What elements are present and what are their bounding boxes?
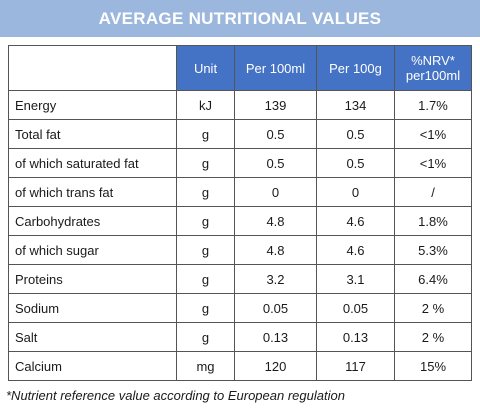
value-per-100g: 117 — [316, 351, 395, 381]
value-per-100g: 0.5 — [316, 148, 395, 178]
value-per-100ml: 139 — [234, 90, 317, 120]
nutrient-unit: g — [176, 119, 235, 149]
header-nrv: %NRV* per100ml — [394, 45, 472, 91]
nutrient-name: Proteins — [8, 264, 177, 294]
table-row: Sodium g 0.05 0.05 2 % — [8, 293, 472, 323]
table-row: of which saturated fat g 0.5 0.5 <1% — [8, 148, 472, 178]
table-row: of which sugar g 4.8 4.6 5.3% — [8, 235, 472, 265]
table-row: Total fat g 0.5 0.5 <1% — [8, 119, 472, 149]
page-title: AVERAGE NUTRITIONAL VALUES — [98, 8, 382, 28]
nutrient-unit: g — [176, 206, 235, 236]
nutrition-table: Unit Per 100ml Per 100g %NRV* per100ml E… — [8, 45, 472, 381]
nutrient-unit: g — [176, 148, 235, 178]
value-per-100g: 0.13 — [316, 322, 395, 352]
value-per-100ml: 0.05 — [234, 293, 317, 323]
nutrient-name: of which trans fat — [8, 177, 177, 207]
table-row: Proteins g 3.2 3.1 6.4% — [8, 264, 472, 294]
value-per-100ml: 0.5 — [234, 119, 317, 149]
table-row: Calcium mg 120 117 15% — [8, 351, 472, 381]
nutrient-unit: mg — [176, 351, 235, 381]
nutrient-name: Energy — [8, 90, 177, 120]
header-unit: Unit — [176, 45, 235, 91]
value-per-100ml: 0.13 — [234, 322, 317, 352]
nutrient-unit: g — [176, 235, 235, 265]
nutrient-name: Total fat — [8, 119, 177, 149]
value-nrv: 2 % — [394, 322, 472, 352]
value-nrv: 5.3% — [394, 235, 472, 265]
value-per-100g: 0.05 — [316, 293, 395, 323]
header-blank-cell — [8, 45, 177, 91]
value-per-100g: 3.1 — [316, 264, 395, 294]
value-nrv: 1.7% — [394, 90, 472, 120]
value-per-100g: 0 — [316, 177, 395, 207]
nutrient-unit: g — [176, 322, 235, 352]
nutrient-name: Calcium — [8, 351, 177, 381]
nutrient-name: Carbohydrates — [8, 206, 177, 236]
nutrient-unit: g — [176, 264, 235, 294]
table-header-row: Unit Per 100ml Per 100g %NRV* per100ml — [8, 45, 472, 91]
value-per-100ml: 120 — [234, 351, 317, 381]
value-per-100ml: 4.8 — [234, 235, 317, 265]
value-per-100ml: 3.2 — [234, 264, 317, 294]
nutrient-name: of which sugar — [8, 235, 177, 265]
nutrient-name: Sodium — [8, 293, 177, 323]
title-banner: AVERAGE NUTRITIONAL VALUES — [0, 0, 480, 37]
header-per-100ml: Per 100ml — [234, 45, 317, 91]
value-per-100ml: 0 — [234, 177, 317, 207]
nutrient-unit: kJ — [176, 90, 235, 120]
table-row: Energy kJ 139 134 1.7% — [8, 90, 472, 120]
value-nrv: 6.4% — [394, 264, 472, 294]
value-per-100ml: 4.8 — [234, 206, 317, 236]
value-per-100ml: 0.5 — [234, 148, 317, 178]
nutrient-name: of which saturated fat — [8, 148, 177, 178]
value-nrv: <1% — [394, 148, 472, 178]
table-row: Carbohydrates g 4.8 4.6 1.8% — [8, 206, 472, 236]
table-row: of which trans fat g 0 0 / — [8, 177, 472, 207]
value-nrv: 15% — [394, 351, 472, 381]
value-nrv: / — [394, 177, 472, 207]
nutrient-unit: g — [176, 293, 235, 323]
value-per-100g: 134 — [316, 90, 395, 120]
value-per-100g: 4.6 — [316, 235, 395, 265]
header-per-100g: Per 100g — [316, 45, 395, 91]
value-nrv: <1% — [394, 119, 472, 149]
table-row: Salt g 0.13 0.13 2 % — [8, 322, 472, 352]
value-nrv: 1.8% — [394, 206, 472, 236]
value-per-100g: 0.5 — [316, 119, 395, 149]
footnote: *Nutrient reference value according to E… — [6, 388, 345, 403]
value-per-100g: 4.6 — [316, 206, 395, 236]
header-nrv-line2: per100ml — [405, 68, 461, 83]
value-nrv: 2 % — [394, 293, 472, 323]
nutrient-name: Salt — [8, 322, 177, 352]
nutrient-unit: g — [176, 177, 235, 207]
header-nrv-line1: %NRV* — [411, 53, 455, 68]
